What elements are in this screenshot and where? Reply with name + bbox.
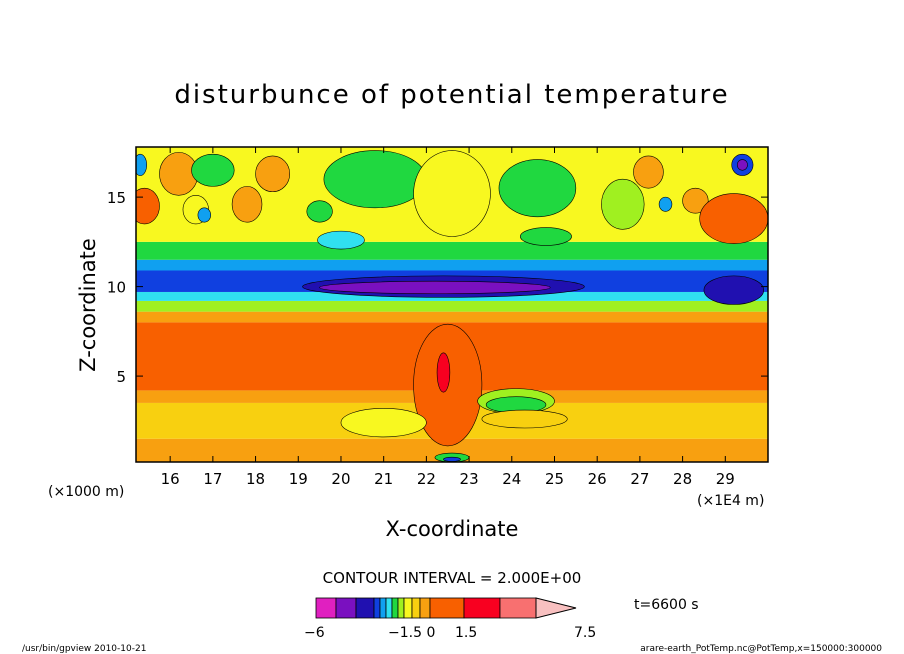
field-band xyxy=(136,311,768,323)
x-tick-label: 28 xyxy=(673,470,692,488)
x-tick-label: 29 xyxy=(716,470,735,488)
field-band xyxy=(136,300,768,312)
footer-right: arare-earth_PotTemp.nc@PotTemp,x=150000:… xyxy=(640,644,882,654)
x-tick-label: 21 xyxy=(374,470,393,488)
warm-anomaly xyxy=(231,186,263,223)
colorbar-label-15: 1.5 xyxy=(455,625,477,641)
footer-left: /usr/bin/gpview 2010-10-21 xyxy=(22,644,146,654)
warm-anomaly xyxy=(633,155,664,189)
colorbar-segment xyxy=(411,597,421,619)
field-band xyxy=(136,259,768,271)
cold-core xyxy=(319,280,551,295)
y-tick-label: 10 xyxy=(107,279,126,297)
colorbar-segment xyxy=(397,597,405,619)
plot-frame xyxy=(135,146,769,463)
colorbar-segment xyxy=(385,597,393,619)
contour-field xyxy=(136,147,768,462)
x-tick-label: 27 xyxy=(630,470,649,488)
cool-anomaly xyxy=(317,230,365,250)
anomaly xyxy=(340,408,427,438)
cool-anomaly xyxy=(306,200,333,223)
field-band xyxy=(136,241,768,260)
x-axis: 16 17 18 19 20 21 22 23 24 25 26 27 28 29 xyxy=(161,147,735,488)
colorbar-label-zero: −1.5 0 xyxy=(388,625,435,641)
warm-anomaly xyxy=(699,193,768,244)
cold-anomaly xyxy=(736,159,748,171)
x-tick-label: 26 xyxy=(588,470,607,488)
colorbar-segment xyxy=(499,597,537,619)
warm-anomaly xyxy=(136,187,160,225)
warm-anomaly xyxy=(436,352,451,393)
x-tick-label: 17 xyxy=(203,470,222,488)
x-tick-label: 16 xyxy=(161,470,180,488)
colorbar-segment xyxy=(429,597,465,619)
x-tick-label: 23 xyxy=(460,470,479,488)
anomaly xyxy=(601,178,645,230)
time-label: t=6600 s xyxy=(634,597,699,613)
x-tick-label: 19 xyxy=(289,470,308,488)
colorbar-segment xyxy=(391,597,399,619)
colorbar-segment xyxy=(463,597,501,619)
warm-anomaly xyxy=(255,155,291,193)
x-tick-label: 18 xyxy=(246,470,265,488)
y-tick-label: 5 xyxy=(116,368,126,386)
x-tick-label: 24 xyxy=(502,470,521,488)
x-axis-label: X-coordinate xyxy=(386,517,519,541)
colorbar xyxy=(315,597,577,619)
y-tick-label: 15 xyxy=(107,189,126,207)
cold-anomaly xyxy=(136,153,147,176)
colorbar-segment xyxy=(335,597,357,619)
cool-anomaly xyxy=(498,159,577,218)
cold-anomaly xyxy=(658,196,673,212)
y-axis: 5 10 15 xyxy=(107,189,768,386)
field-band xyxy=(136,438,768,462)
x-tick-label: 20 xyxy=(331,470,350,488)
x-tick-label: 22 xyxy=(417,470,436,488)
x-unit-right: (×1E4 m) xyxy=(697,493,764,509)
chart-title: disturbunce of potential temperature xyxy=(174,80,729,110)
x-unit-left: (×1000 m) xyxy=(48,484,124,500)
cool-anomaly xyxy=(520,227,572,246)
anomaly xyxy=(413,150,491,237)
warm-anomaly xyxy=(682,187,709,214)
cold-core xyxy=(703,275,765,305)
colorbar-label-max: 7.5 xyxy=(574,625,596,641)
x-tick-label: 25 xyxy=(545,470,564,488)
contour-interval: CONTOUR INTERVAL = 2.000E+00 xyxy=(323,569,582,587)
cold-anomaly xyxy=(443,456,461,462)
cool-anomaly xyxy=(191,153,235,187)
colorbar-arrow xyxy=(535,597,577,619)
anomaly xyxy=(481,409,568,429)
y-axis-label: Z-coordinate xyxy=(76,238,100,372)
colorbar-segment xyxy=(355,597,375,619)
cool-anomaly xyxy=(323,150,427,209)
colorbar-segment xyxy=(379,597,387,619)
colorbar-segment xyxy=(403,597,413,619)
colorbar-segment xyxy=(419,597,431,619)
colorbar-segment xyxy=(315,597,337,619)
cold-anomaly xyxy=(197,207,212,223)
colorbar-segment xyxy=(373,597,381,619)
colorbar-label-min: −6 xyxy=(304,625,325,641)
